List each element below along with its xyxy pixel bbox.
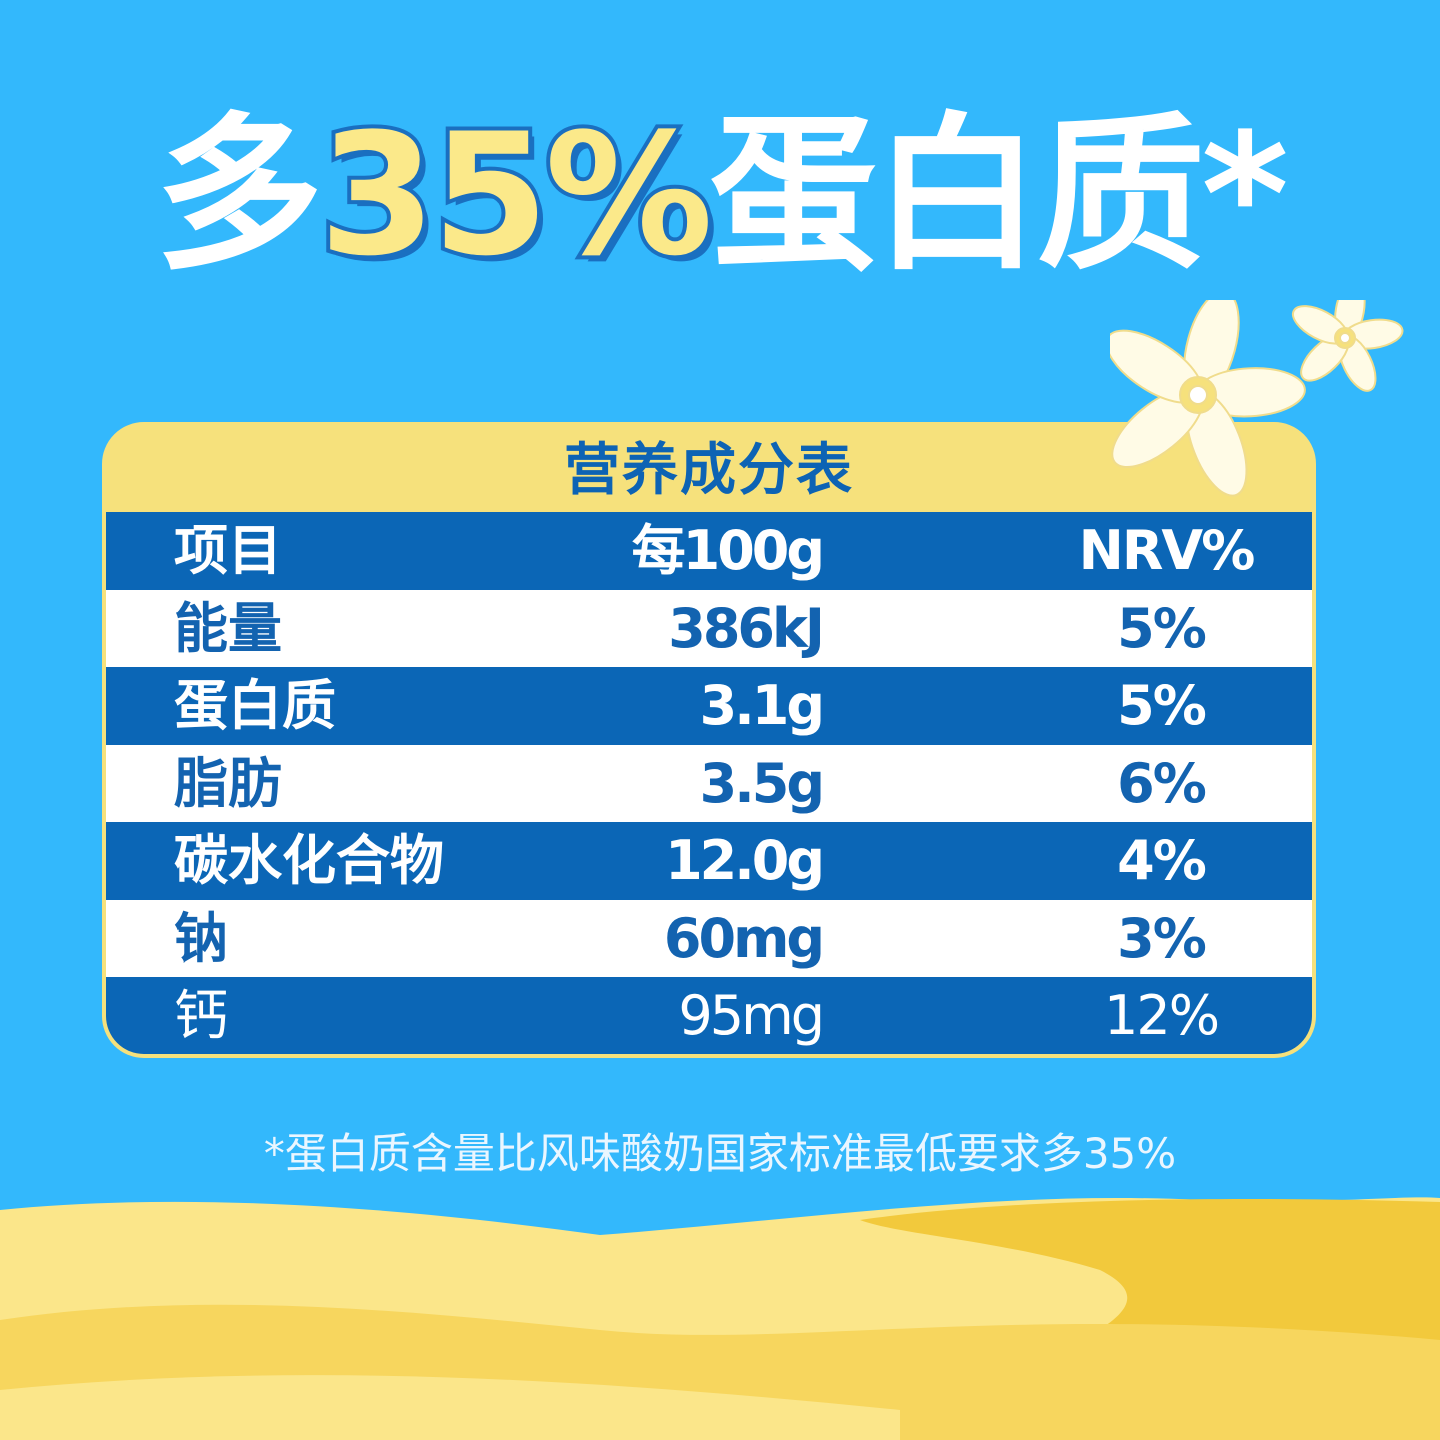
headline-suffix: 蛋白质* — [709, 97, 1289, 293]
row-nrv: 3% — [1117, 906, 1207, 970]
headline: 多35%蛋白质* — [0, 80, 1440, 310]
table-row: 钙 95mg 12% — [106, 977, 1312, 1054]
row-nrv: 12% — [1103, 984, 1220, 1047]
header-item: 项目 — [174, 519, 282, 582]
table-title: 营养成分表 — [564, 438, 854, 503]
row-nrv: 5% — [1117, 596, 1207, 660]
row-value: 386kJ — [668, 596, 825, 660]
row-nrv: 5% — [1117, 674, 1207, 737]
row-nrv: 6% — [1117, 751, 1207, 815]
row-value: 12.0g — [665, 829, 825, 892]
table-row: 钠 60mg 3% — [106, 899, 1312, 977]
header-nrv: NRV% — [1078, 519, 1256, 582]
table-row: 蛋白质 3.1g 5% — [106, 667, 1312, 745]
table-header-row: 项目 每100g NRV% — [106, 512, 1312, 590]
row-label: 脂肪 — [174, 751, 282, 815]
row-value: 3.5g — [699, 751, 825, 815]
table-row: 脂肪 3.5g 6% — [106, 744, 1312, 822]
nutrition-table: 营养成分表 项目 每100g NRV% 能量 386kJ 5% 蛋白质 3.1g… — [102, 422, 1316, 1058]
headline-prefix: 多 — [155, 97, 323, 293]
row-value: 3.1g — [699, 674, 825, 737]
row-value: 60mg — [663, 906, 825, 970]
sand-dunes-decoration — [0, 1197, 1440, 1440]
row-label: 碳水化合物 — [174, 829, 444, 892]
table-row: 能量 386kJ 5% — [106, 589, 1312, 667]
row-label: 蛋白质 — [174, 674, 336, 737]
row-value: 95mg — [678, 984, 825, 1047]
row-label: 钙 — [174, 984, 228, 1047]
row-label: 能量 — [174, 596, 282, 660]
table-row: 碳水化合物 12.0g 4% — [106, 822, 1312, 900]
headline-highlight: 35% — [315, 93, 717, 297]
row-label: 钠 — [174, 906, 228, 970]
footnote: *蛋白质含量比风味酸奶国家标准最低要求多35% — [263, 1129, 1177, 1178]
header-per100g: 每100g — [631, 519, 825, 582]
row-nrv: 4% — [1117, 829, 1207, 892]
flower-decoration-icon — [1110, 300, 1404, 497]
